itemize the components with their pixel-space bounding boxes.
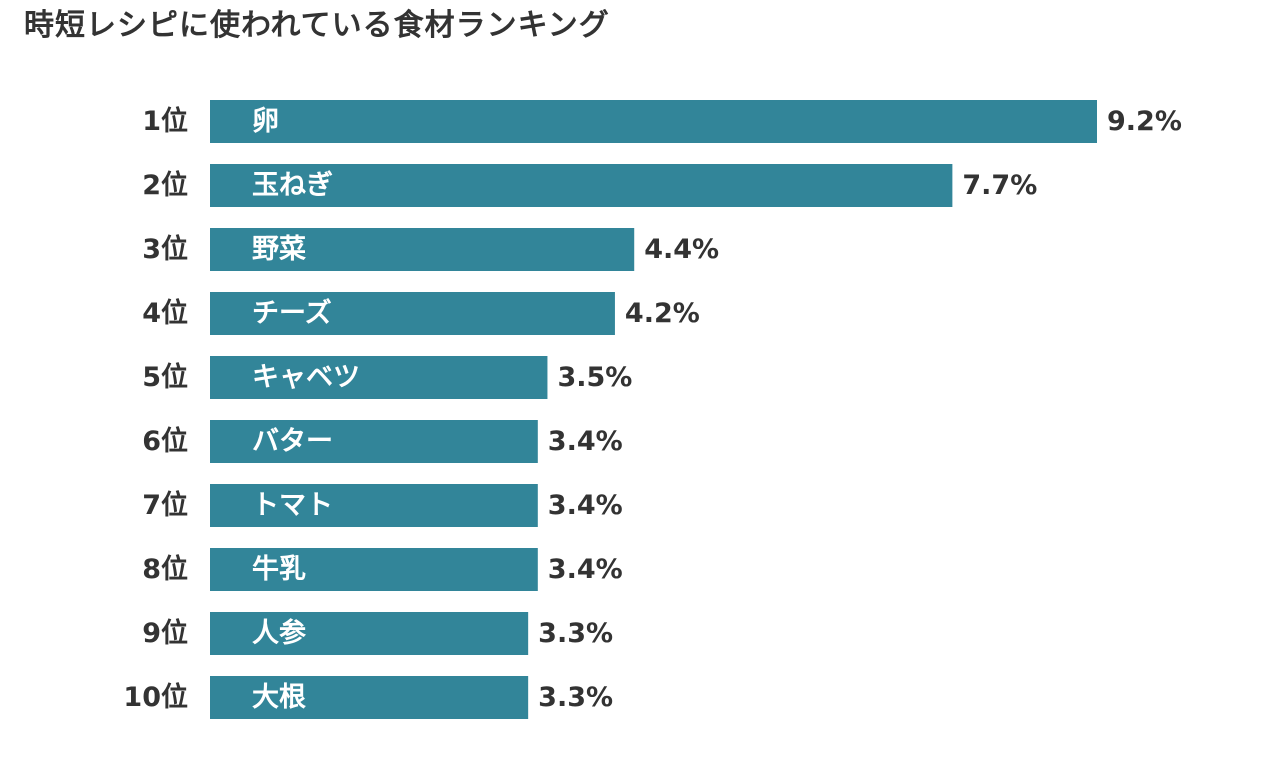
bar [210,164,953,207]
category-label: 卵 [252,106,279,137]
bars [210,100,1097,719]
chart-title: 時短レシピに使われている食材ランキング [24,8,610,43]
rank-label: 4位 [142,297,188,329]
bar [210,100,1097,143]
category-label: キャベツ [252,362,360,393]
rank-label: 1位 [142,105,188,137]
category-label: 人参 [252,617,306,649]
rank-label: 8位 [142,553,188,585]
rank-label: 6位 [142,425,188,457]
bar [210,420,538,463]
rank-label: 9位 [142,617,188,649]
value-label: 3.3% [538,682,613,713]
bar [210,548,538,591]
value-label: 4.4% [644,234,719,265]
category-label: 玉ねぎ [252,170,333,201]
bar [210,612,529,655]
rank-label: 5位 [142,361,188,393]
category-label: 野菜 [252,234,306,265]
rank-label: 10位 [123,681,188,713]
bar [210,228,635,271]
rank-label: 3位 [142,233,188,265]
value-label: 3.4% [548,554,623,585]
bar [210,292,615,335]
category-label: 大根 [252,682,306,713]
value-label: 3.4% [548,426,623,457]
rank-label: 7位 [142,489,188,521]
bar [210,356,548,399]
category-label: 牛乳 [252,554,306,585]
category-label: バター [252,426,333,457]
category-label: チーズ [252,297,332,329]
value-label: 3.5% [557,362,632,393]
rank-labels: 1位 2位 3位 4位 5位 6位 7位 8位 9位 10位 [123,105,188,713]
value-label: 9.2% [1107,106,1182,137]
value-label: 3.4% [548,490,623,521]
category-label: トマト [252,490,333,521]
value-labels: 9.2% 7.7% 4.4% 4.2% 3.5% 3.4% 3.4% 3.4% 3.3% 3.3% [538,106,1182,713]
value-label: 4.2% [625,298,700,329]
value-label: 3.3% [538,618,613,649]
value-label: 7.7% [962,170,1037,201]
bar [210,484,538,527]
bar [210,676,529,719]
rank-label: 2位 [142,169,188,201]
